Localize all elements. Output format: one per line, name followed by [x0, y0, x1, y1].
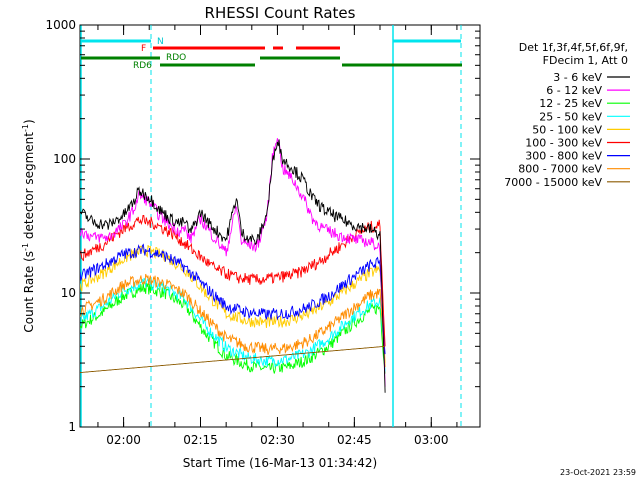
- chart-title: RHESSI Count Rates: [205, 4, 356, 22]
- y-tick-label: 10: [61, 286, 76, 300]
- x-tick-label: 02:45: [337, 433, 372, 447]
- x-tick-label: 02:15: [183, 433, 218, 447]
- series-line: [80, 273, 386, 368]
- series-line: [80, 243, 386, 355]
- legend-entry-label: 50 - 100 keV: [532, 123, 602, 136]
- y-tick-label: 1000: [45, 18, 76, 32]
- series-line: [80, 277, 386, 372]
- rdo-label: RDO: [166, 53, 186, 63]
- y-axis: 1 10 100 1000: [45, 18, 480, 434]
- series-line: [80, 345, 386, 374]
- legend: Det 1f,3f,4f,5f,6f,9f, FDecim 1, Att 0 3…: [504, 41, 630, 189]
- night-label: N: [157, 37, 164, 47]
- rd6-label: RD6: [133, 61, 152, 71]
- y-axis-label-mid: detector segment: [22, 132, 36, 243]
- legend-entry-label: 3 - 6 keV: [553, 71, 602, 84]
- plot-frame: [79, 24, 481, 428]
- y-axis-label-end: ): [22, 119, 36, 124]
- legend-entry-label: 12 - 25 keV: [539, 97, 602, 110]
- night-markers: [80, 25, 462, 427]
- y-axis-label-sup1: -1: [21, 243, 30, 251]
- legend-entry-label: 300 - 800 keV: [525, 150, 602, 163]
- series-line: [80, 139, 386, 393]
- legend-entry-label: 7000 - 15000 keV: [504, 176, 602, 189]
- x-tick-label: 02:00: [106, 433, 141, 447]
- legend-entry-label: 25 - 50 keV: [539, 110, 602, 123]
- series-line: [80, 138, 386, 387]
- legend-header-line-1: Det 1f,3f,4f,5f,6f,9f,: [519, 41, 628, 54]
- y-axis-label-sup2: -1: [21, 124, 30, 132]
- y-tick-label: 100: [53, 152, 76, 166]
- flare-label: F: [141, 44, 146, 54]
- footer-timestamp: 23-Oct-2021 23:59: [560, 468, 636, 477]
- legend-entry-label: 800 - 7000 keV: [518, 163, 602, 176]
- x-tick-label: 03:00: [414, 433, 449, 447]
- series-group: [80, 138, 386, 393]
- legend-entry-label: 100 - 300 keV: [525, 137, 602, 150]
- x-axis: 02:00 02:15 02:30 02:45 03:00: [97, 25, 458, 447]
- x-axis-label: Start Time (16-Mar-13 01:34:42): [183, 456, 377, 470]
- y-axis-label: Count Rate (s-1 detector segment-1): [21, 119, 36, 332]
- x-tick-label: 02:30: [260, 433, 295, 447]
- legend-entry-label: 6 - 12 keV: [546, 84, 602, 97]
- y-axis-label-main: Count Rate (s: [22, 251, 36, 333]
- y-tick-label: 1: [68, 420, 76, 434]
- status-bars: N F RDO RD6: [81, 37, 462, 71]
- legend-header-line-2: FDecim 1, Att 0: [543, 54, 628, 67]
- series-line: [80, 282, 386, 374]
